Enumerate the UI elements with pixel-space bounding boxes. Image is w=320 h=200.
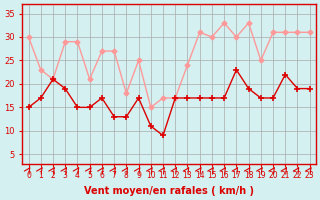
X-axis label: Vent moyen/en rafales ( km/h ): Vent moyen/en rafales ( km/h ) [84, 186, 254, 196]
